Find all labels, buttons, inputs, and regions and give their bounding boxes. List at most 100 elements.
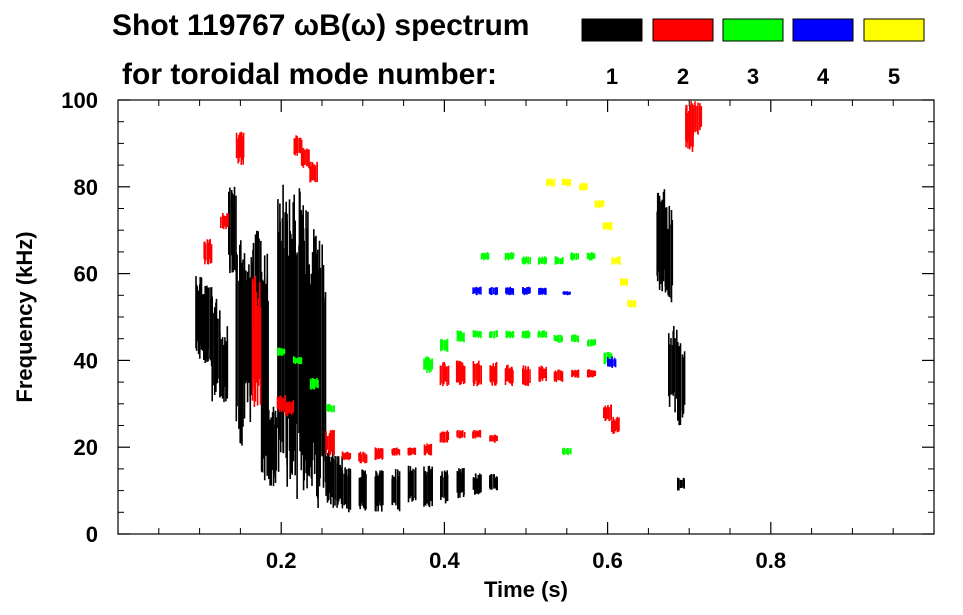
y-axis-label: Frequency (kHz) <box>12 231 37 402</box>
spectral-band <box>627 299 637 308</box>
spectral-band <box>285 199 295 487</box>
spectral-band <box>219 326 229 403</box>
spectral-band <box>504 252 515 261</box>
spectral-band <box>610 416 620 434</box>
spectral-band <box>570 334 580 343</box>
spectral-band <box>277 184 286 472</box>
spectral-band <box>667 326 678 413</box>
spectral-band <box>407 465 417 503</box>
spectral-band <box>309 377 319 390</box>
spectral-band <box>504 364 514 387</box>
legend-label-1: 1 <box>606 64 618 89</box>
spectral-band <box>456 468 465 499</box>
spectral-band <box>391 469 401 512</box>
spectral-band <box>537 256 548 265</box>
series-4 <box>472 286 617 368</box>
spectral-band <box>472 430 482 439</box>
spectral-band <box>602 221 613 231</box>
spectral-band <box>220 212 229 230</box>
y-tick-label: 100 <box>61 88 98 113</box>
spectral-band <box>267 406 278 486</box>
x-tick-label: 0.6 <box>592 548 623 573</box>
spectral-band <box>203 238 213 265</box>
axis-ticks: 0.2 0.4 0.6 0.8 0 20 40 60 80 100 <box>61 88 934 573</box>
spectral-band <box>439 470 449 504</box>
spectral-band <box>586 252 596 261</box>
spectral-band <box>358 451 368 464</box>
series-1 <box>195 184 686 513</box>
spectral-band <box>301 205 311 491</box>
spectral-band <box>374 447 384 460</box>
spectral-band <box>195 276 204 359</box>
spectral-band <box>472 330 482 339</box>
spectral-band <box>439 430 450 443</box>
spectral-band <box>456 429 466 439</box>
spectral-band <box>546 178 556 187</box>
spectral-band <box>664 205 674 303</box>
spectral-band <box>455 360 466 386</box>
spectral-band <box>439 362 450 387</box>
spectral-band <box>553 369 564 383</box>
spectral-band <box>472 360 483 387</box>
spectral-band <box>235 240 246 446</box>
x-axis-label: Time (s) <box>484 577 568 602</box>
series-3 <box>277 252 613 456</box>
legend-swatch-3 <box>722 18 784 42</box>
spectral-band <box>260 253 269 481</box>
x-tick-label: 0.4 <box>429 548 460 573</box>
series-5 <box>546 178 637 308</box>
spectral-band <box>489 434 499 443</box>
spectral-band <box>423 356 434 373</box>
spectral-band <box>538 287 547 295</box>
spectral-band <box>586 369 597 378</box>
spectral-band <box>243 257 254 422</box>
spectral-band <box>594 199 605 209</box>
chart-title-line1: Shot 119767 ωB(ω) spectrum <box>112 9 529 42</box>
spectral-band <box>292 356 303 365</box>
spectral-band <box>676 342 686 426</box>
spectral-band <box>537 330 548 338</box>
legend: 1 2 3 4 5 <box>581 18 925 89</box>
spectral-band <box>561 447 572 456</box>
spectral-band <box>391 447 401 456</box>
data-marks <box>195 100 703 513</box>
spectral-band <box>521 365 531 386</box>
spectral-band <box>685 100 694 152</box>
spectral-band <box>292 188 303 499</box>
spectral-band <box>276 395 287 412</box>
spectral-band <box>521 286 531 296</box>
spectral-band <box>235 131 245 165</box>
spectral-band <box>293 135 303 156</box>
spectral-band <box>472 286 482 296</box>
spectral-band <box>423 465 434 508</box>
spectral-band <box>326 403 335 413</box>
spectral-band <box>692 101 703 135</box>
spectral-band <box>602 404 613 422</box>
spectral-band <box>284 399 295 417</box>
spectral-band <box>334 456 343 508</box>
spectral-band <box>554 256 564 265</box>
spectral-band <box>488 287 499 296</box>
legend-swatch-2 <box>652 18 714 42</box>
y-tick-label: 20 <box>74 435 98 460</box>
spectral-band <box>407 447 417 456</box>
legend-swatch-1 <box>581 18 643 42</box>
spectral-band <box>309 161 318 183</box>
spectral-band <box>325 429 335 456</box>
spectral-band <box>439 338 449 352</box>
spectral-band <box>570 252 580 261</box>
spectral-band <box>606 356 617 368</box>
y-tick-label: 0 <box>86 522 98 547</box>
spectral-band <box>578 182 588 191</box>
spectral-band <box>521 330 531 339</box>
spectral-band <box>611 256 621 265</box>
spectral-band <box>374 470 384 512</box>
y-tick-label: 60 <box>74 262 98 287</box>
spectral-band <box>571 369 580 378</box>
spectral-band <box>456 330 465 343</box>
spectral-band <box>521 256 532 265</box>
spectral-band <box>561 178 571 187</box>
spectral-band <box>251 275 262 407</box>
legend-swatch-4 <box>792 18 854 42</box>
